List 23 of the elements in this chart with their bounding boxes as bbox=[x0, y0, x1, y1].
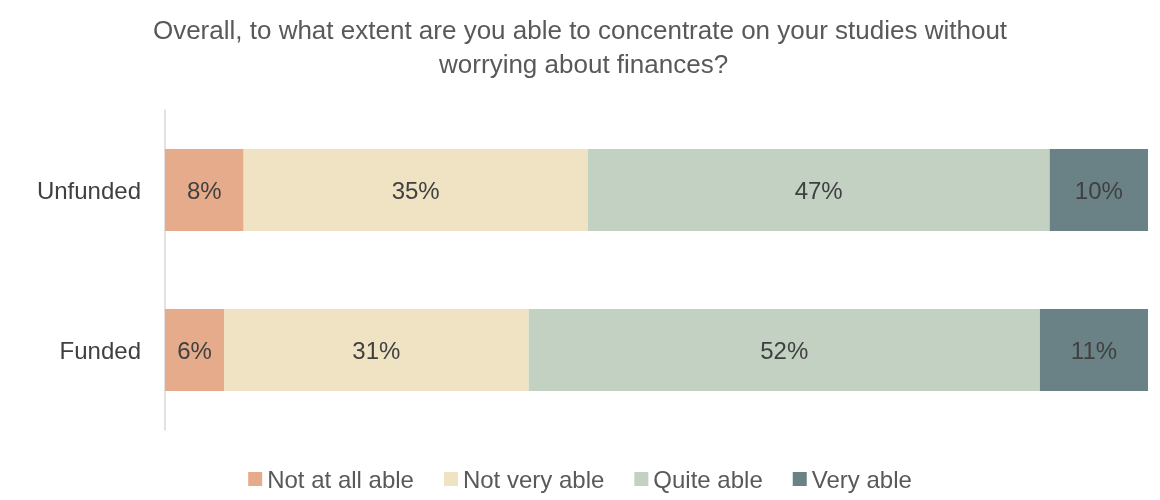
bar bbox=[1049, 149, 1148, 231]
bar bbox=[587, 149, 1050, 231]
data-label: 31% bbox=[352, 336, 401, 364]
bar bbox=[165, 309, 224, 391]
chart-title: Overall, to what extent are you able to concentrate on your studies without worrying about finances? bbox=[152, 15, 1008, 79]
data-label: 35% bbox=[391, 176, 440, 204]
bar bbox=[165, 149, 244, 231]
data-label: 11% bbox=[1070, 336, 1118, 364]
data-label: 6% bbox=[177, 336, 212, 364]
bar bbox=[528, 309, 1040, 391]
bar bbox=[223, 309, 529, 391]
data-label: 8% bbox=[186, 176, 222, 204]
data-label: 52% bbox=[760, 336, 809, 364]
data-label: 10% bbox=[1074, 176, 1123, 204]
legend-label: Not at all able bbox=[267, 465, 414, 493]
legend-label: Not very able bbox=[462, 465, 605, 493]
y-tick-label: Unfunded bbox=[36, 176, 141, 204]
bar bbox=[1039, 309, 1148, 391]
bar bbox=[243, 149, 588, 231]
legend-label: Quite able bbox=[653, 465, 763, 493]
data-label: 47% bbox=[794, 176, 843, 204]
legend-label: Very able bbox=[811, 465, 912, 493]
y-tick-label: Funded bbox=[59, 336, 141, 364]
